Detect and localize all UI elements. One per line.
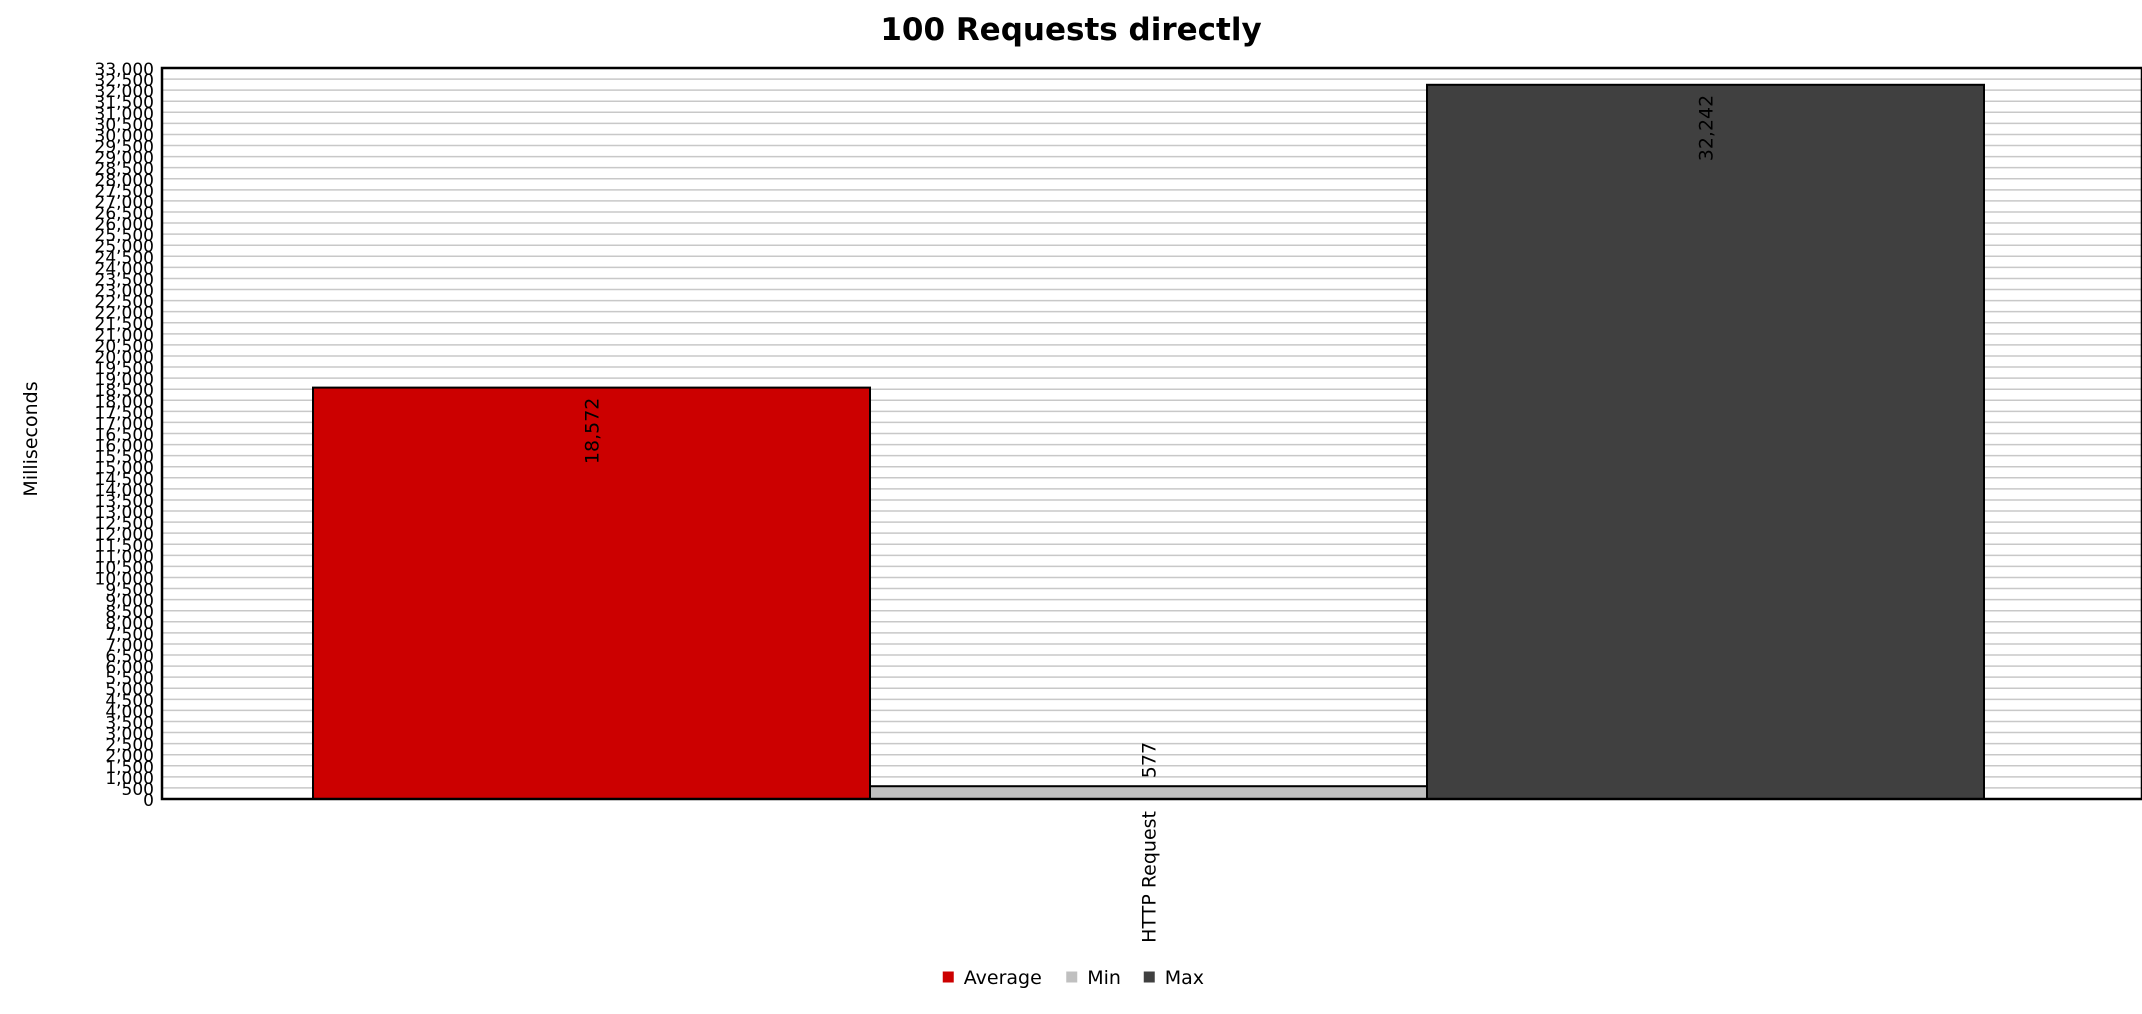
bar-value-label-max: 32,242 — [1696, 95, 1718, 161]
y-tick-label: 25,500 — [95, 226, 154, 246]
bar-min — [869, 785, 1428, 800]
y-tick-label: 19,500 — [95, 359, 154, 379]
chart-title: 100 Requests directly — [880, 12, 1261, 48]
y-tick-label: 18,000 — [95, 392, 154, 412]
bar-value-label-min: 577 — [1139, 742, 1161, 778]
y-tick-label: 6,500 — [105, 647, 154, 667]
y-tick-label: 26,500 — [95, 204, 154, 224]
legend: Average Min Max — [942, 967, 1204, 989]
y-tick-label: 5,500 — [105, 669, 154, 689]
y-tick-label: 16,000 — [95, 437, 154, 457]
y-tick-label: 1,500 — [105, 758, 154, 778]
y-tick-label: 30,000 — [95, 126, 154, 146]
y-tick-label: 10,000 — [95, 569, 154, 589]
legend-label-average: Average — [964, 967, 1042, 989]
y-tick-label: 31,500 — [95, 93, 154, 113]
y-tick-label: 15,500 — [95, 448, 154, 468]
y-tick-label: 14,500 — [95, 470, 154, 490]
bar-max — [1426, 83, 1985, 801]
y-tick-label: 12,500 — [95, 514, 154, 534]
x-tick-label: HTTP Request — [1139, 811, 1161, 943]
y-tick-label: 25,000 — [95, 237, 154, 257]
x-axis-ticks: HTTP Request — [1139, 811, 1161, 943]
y-tick-label: 32,000 — [95, 82, 154, 102]
y-tick-label: 2,500 — [105, 736, 154, 756]
y-tick-label: 26,000 — [95, 215, 154, 235]
legend-label-min: Min — [1087, 967, 1121, 989]
y-tick-label: 28,500 — [95, 160, 154, 180]
y-tick-label: 11,000 — [95, 547, 154, 567]
y-tick-label: 2,000 — [105, 747, 154, 767]
bar-value-labels: 18,572 577 32,242 — [582, 95, 1718, 778]
y-tick-label: 500 — [122, 780, 154, 800]
y-tick-label: 21,000 — [95, 326, 154, 346]
legend-label-max: Max — [1165, 967, 1204, 989]
y-tick-label: 24,000 — [95, 259, 154, 279]
y-tick-label: 31,000 — [95, 104, 154, 124]
y-tick-label: 4,500 — [105, 691, 154, 711]
y-tick-label: 9,500 — [105, 581, 154, 601]
y-tick-label: 9,000 — [105, 592, 154, 612]
y-tick-label: 24,500 — [95, 248, 154, 268]
y-tick-label: 17,000 — [95, 414, 154, 434]
y-tick-label: 18,500 — [95, 381, 154, 401]
y-tick-label: 1,000 — [105, 769, 154, 789]
bar-value-label-average: 18,572 — [582, 398, 604, 464]
y-tick-label: 0 — [143, 791, 154, 811]
y-tick-label: 22,500 — [95, 293, 154, 313]
y-tick-label: 21,500 — [95, 315, 154, 335]
y-tick-label: 30,500 — [95, 115, 154, 135]
y-tick-label: 29,000 — [95, 149, 154, 169]
y-tick-label: 8,000 — [105, 614, 154, 634]
bar-average — [312, 386, 871, 800]
y-tick-label: 23,000 — [95, 282, 154, 302]
y-tick-label: 5,000 — [105, 680, 154, 700]
y-tick-label: 17,500 — [95, 403, 154, 423]
y-tick-label: 33,000 — [95, 60, 154, 80]
y-tick-label: 4,000 — [105, 702, 154, 722]
y-tick-label: 6,000 — [105, 658, 154, 678]
legend-swatch-max — [1143, 971, 1155, 983]
y-axis-ticks: 05001,0001,5002,0002,5003,0003,5004,0004… — [95, 60, 154, 811]
y-tick-label: 28,000 — [95, 171, 154, 191]
legend-swatch-average — [942, 971, 954, 983]
y-tick-label: 11,500 — [95, 536, 154, 556]
y-tick-label: 29,500 — [95, 138, 154, 158]
y-tick-label: 3,500 — [105, 713, 154, 733]
y-tick-label: 13,500 — [95, 492, 154, 512]
y-tick-label: 12,000 — [95, 525, 154, 545]
y-tick-label: 7,000 — [105, 636, 154, 656]
y-tick-label: 13,000 — [95, 503, 154, 523]
y-tick-label: 20,000 — [95, 348, 154, 368]
y-tick-label: 14,000 — [95, 481, 154, 501]
y-tick-label: 8,500 — [105, 603, 154, 623]
y-tick-label: 32,500 — [95, 71, 154, 91]
y-tick-label: 20,500 — [95, 337, 154, 357]
legend-swatch-min — [1066, 971, 1078, 983]
y-tick-label: 23,500 — [95, 270, 154, 290]
y-tick-label: 19,000 — [95, 370, 154, 390]
bars — [312, 83, 1985, 801]
y-tick-label: 22,000 — [95, 304, 154, 324]
plot-area-border — [160, 66, 2142, 801]
y-tick-label: 27,500 — [95, 182, 154, 202]
y-tick-label: 27,000 — [95, 193, 154, 213]
y-tick-label: 10,500 — [95, 558, 154, 578]
y-tick-label: 7,500 — [105, 625, 154, 645]
y-axis-label: Milliseconds — [20, 381, 42, 496]
y-tick-label: 3,000 — [105, 725, 154, 745]
y-tick-label: 16,500 — [95, 426, 154, 446]
y-tick-label: 15,000 — [95, 459, 154, 479]
